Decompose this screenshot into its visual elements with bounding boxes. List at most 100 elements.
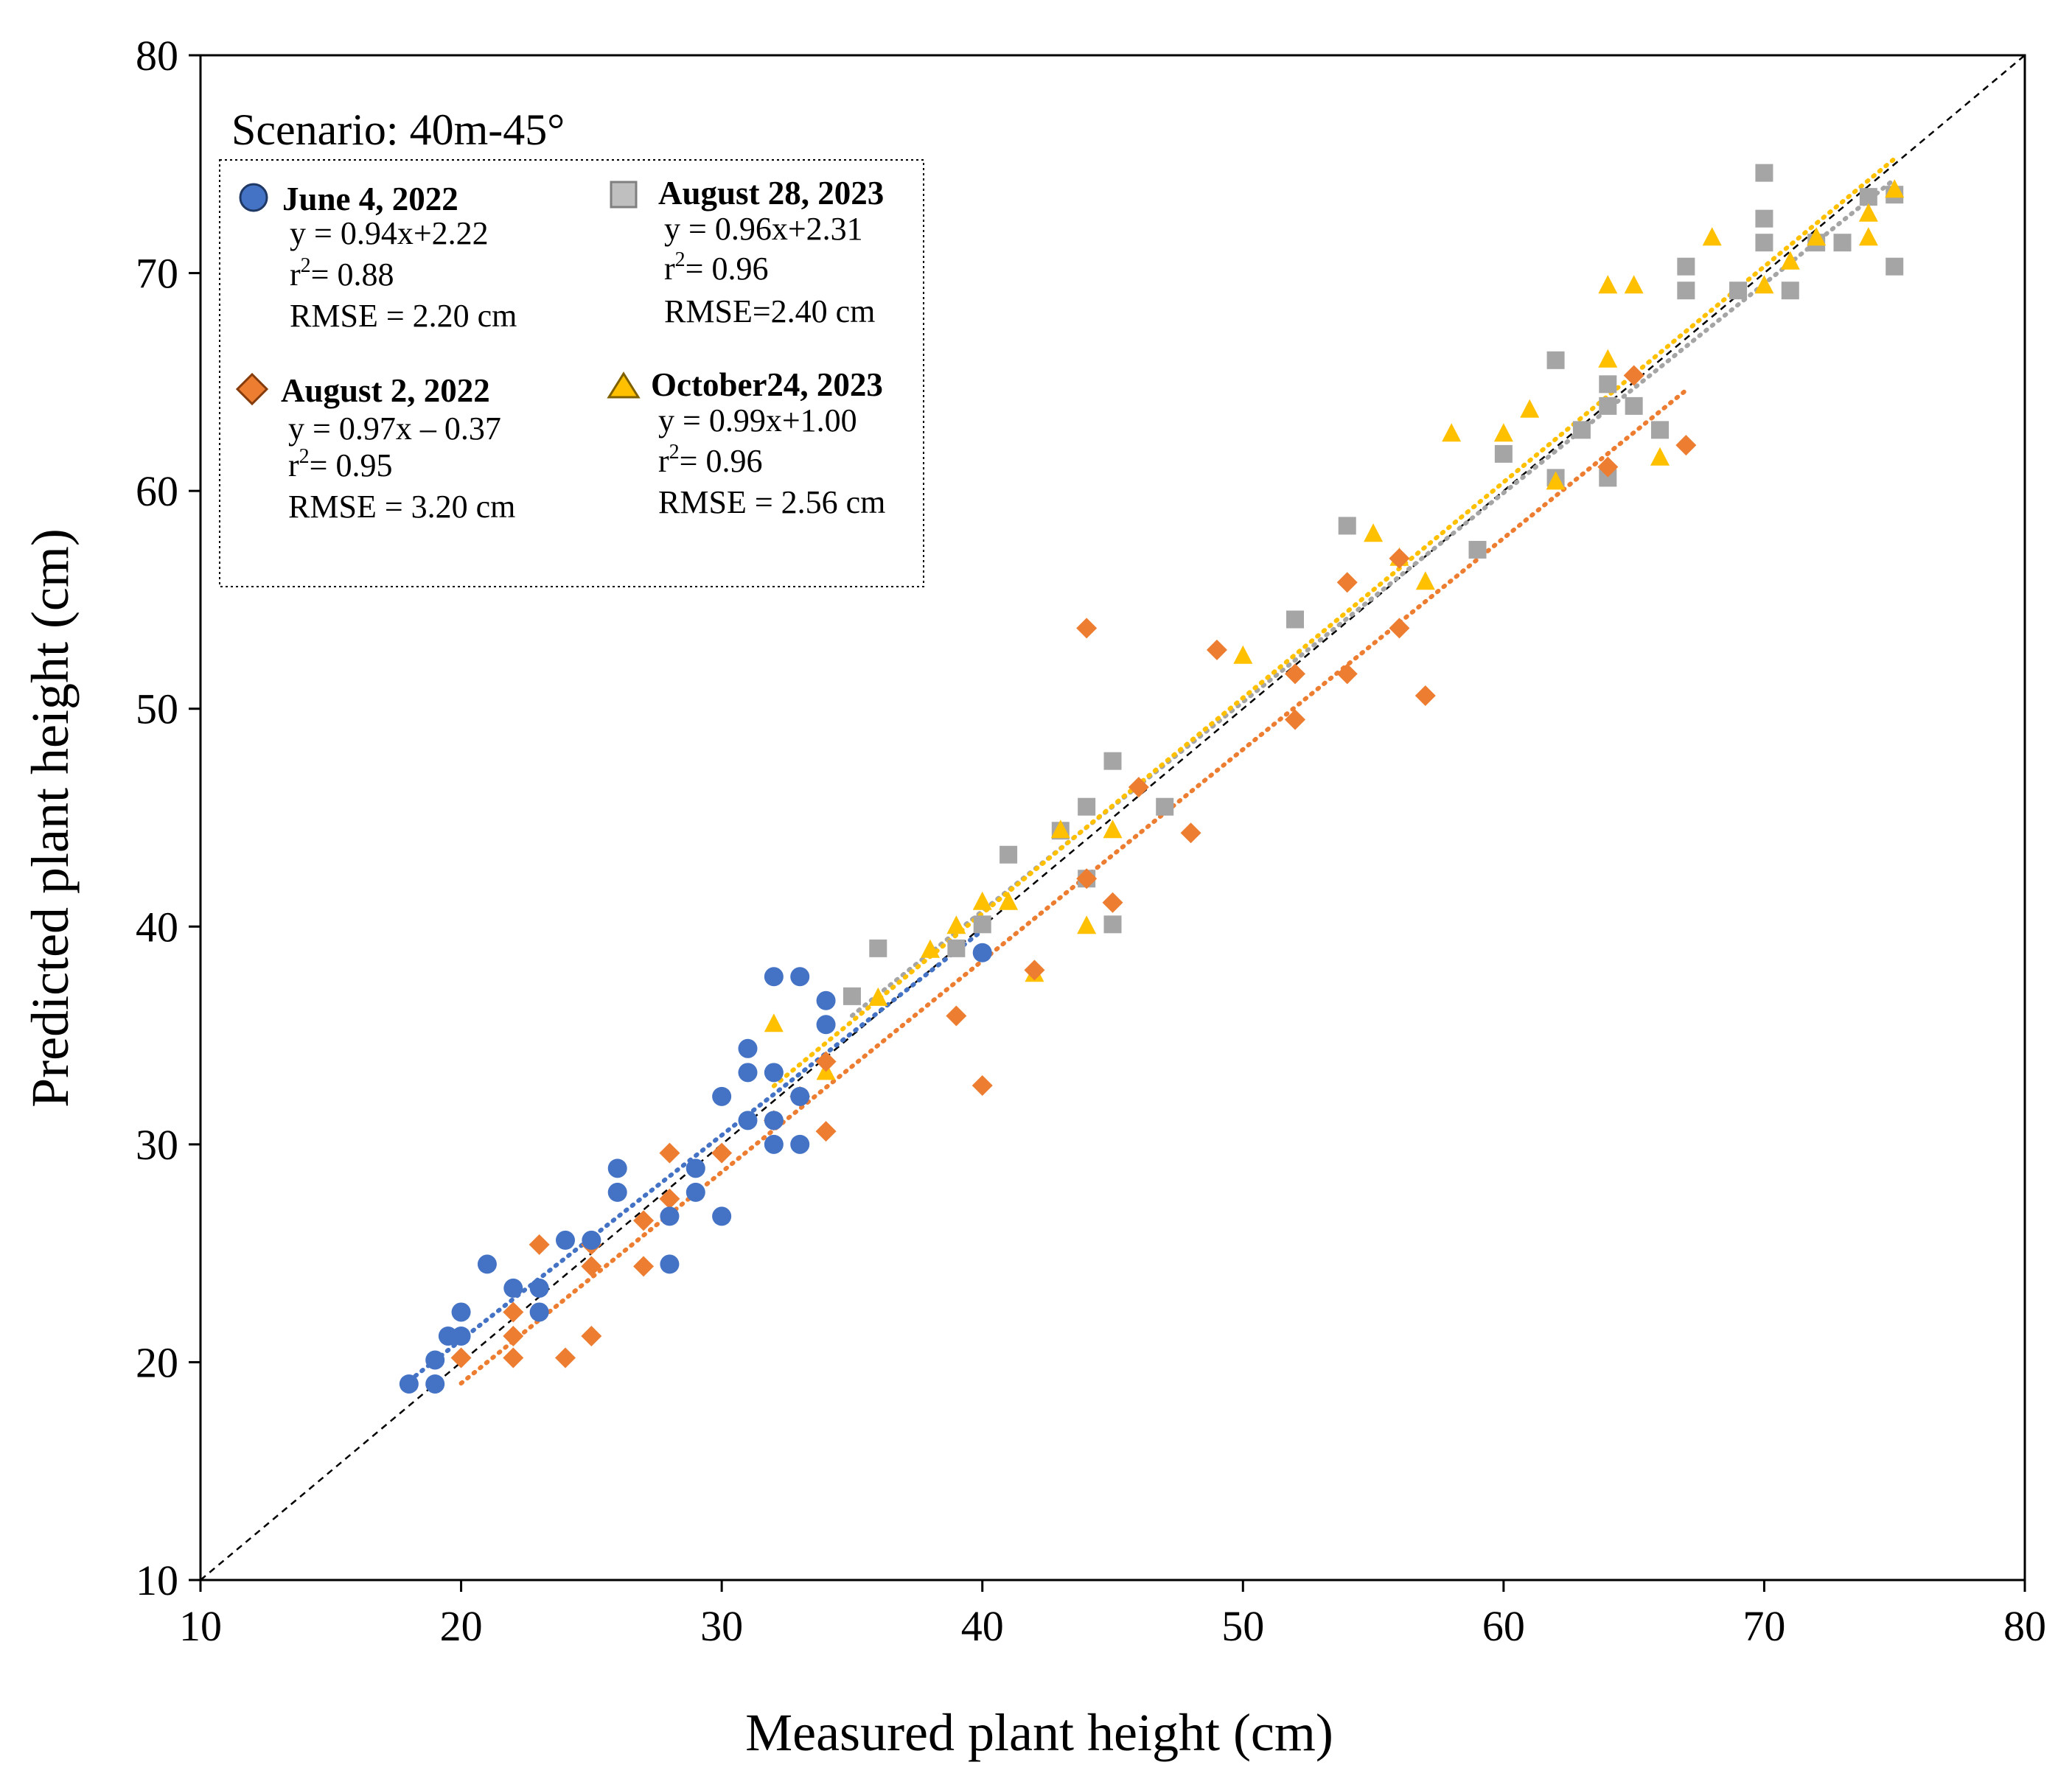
data-point xyxy=(790,1134,810,1154)
x-axis: 10 20 30 40 50 60 70 80 xyxy=(179,1580,2046,1650)
data-point xyxy=(1000,845,1018,864)
data-point xyxy=(1599,396,1617,415)
x-tick-label: 10 xyxy=(179,1602,222,1650)
data-point xyxy=(633,1256,655,1277)
data-point xyxy=(764,1111,784,1130)
data-point xyxy=(659,1142,680,1164)
legend-rmse: RMSE=2.40 cm xyxy=(664,293,875,329)
legend-entry-august-2-2022: August 2, 2022 y = 0.97x – 0.37 r2= 0.95… xyxy=(235,372,515,525)
data-point xyxy=(869,939,887,957)
data-point xyxy=(1285,709,1305,730)
data-point xyxy=(790,1086,810,1106)
legend-r2-label: r xyxy=(658,443,669,479)
y-axis: 10 20 30 40 50 60 70 80 xyxy=(136,32,200,1604)
data-point xyxy=(999,891,1019,910)
data-point xyxy=(425,1374,445,1394)
data-point xyxy=(738,1063,758,1083)
legend-rmse: RMSE = 2.20 cm xyxy=(290,298,517,334)
data-point xyxy=(686,1158,705,1178)
data-point xyxy=(1755,209,1773,228)
data-point xyxy=(1494,444,1513,463)
data-point xyxy=(1415,571,1435,590)
y-axis-label: Predicted plant height (cm) xyxy=(21,528,80,1108)
legend-rmse: RMSE = 3.20 cm xyxy=(288,489,515,525)
data-point xyxy=(1781,282,1799,300)
legend-entry-august-28-2023: August 28, 2023 y = 0.96x+2.31 r2= 0.96 … xyxy=(610,175,884,329)
data-point xyxy=(946,915,966,934)
data-point xyxy=(738,1038,758,1058)
x-tick-label: 60 xyxy=(1482,1602,1525,1650)
data-point xyxy=(764,1013,784,1032)
data-point xyxy=(529,1234,550,1255)
legend-r2: r2= 0.96 xyxy=(664,248,768,287)
legend-entry-june-4-2022: June 4, 2022 y = 0.94x+2.22 r2= 0.88 RMS… xyxy=(239,181,517,334)
data-point xyxy=(1780,251,1800,270)
data-point xyxy=(1754,275,1774,294)
data-point xyxy=(946,1005,967,1027)
legend-r2-value: = 0.95 xyxy=(310,447,393,483)
legend-equation: y = 0.94x+2.22 xyxy=(290,215,489,251)
data-point xyxy=(451,1302,471,1322)
x-tick-label: 70 xyxy=(1743,1602,1785,1650)
data-point xyxy=(451,1326,471,1346)
data-point xyxy=(947,939,966,957)
legend-square-marker xyxy=(610,181,638,209)
data-points xyxy=(399,164,1905,1394)
data-point xyxy=(529,1302,549,1322)
data-point xyxy=(1050,819,1070,839)
legend-series-name: August 2, 2022 xyxy=(281,372,490,409)
x-tick-label: 20 xyxy=(440,1602,483,1650)
data-point xyxy=(581,1325,602,1346)
data-point xyxy=(1077,915,1097,934)
data-point xyxy=(1338,517,1356,535)
data-point xyxy=(921,939,940,958)
data-point xyxy=(1755,234,1773,252)
data-point xyxy=(1859,188,1877,206)
data-point xyxy=(1858,227,1878,246)
data-point xyxy=(529,1278,549,1298)
data-point xyxy=(1572,421,1591,439)
data-point xyxy=(503,1347,524,1369)
data-point xyxy=(1103,915,1122,934)
y-tick-label: 20 xyxy=(136,1338,178,1386)
data-point xyxy=(712,1086,732,1106)
x-tick-label: 30 xyxy=(700,1602,743,1650)
data-point xyxy=(1364,523,1384,542)
data-point xyxy=(1546,351,1565,369)
data-point xyxy=(1807,227,1827,246)
data-point xyxy=(1389,618,1410,639)
reference-line-group xyxy=(200,55,2026,1581)
trendline xyxy=(849,177,1897,1018)
y-tick-label: 70 xyxy=(136,250,178,298)
data-point xyxy=(581,1256,602,1277)
data-point xyxy=(1336,663,1358,685)
data-point xyxy=(764,967,784,987)
data-point xyxy=(450,1347,472,1369)
data-point xyxy=(1078,797,1096,816)
data-point xyxy=(1651,421,1669,439)
legend-r2-superscript: 2 xyxy=(299,445,310,468)
legend-r2-label: r xyxy=(664,251,675,287)
legend-entry-october-24-2023: October24, 2023 y = 0.99x+1.00 r2= 0.96 … xyxy=(607,366,885,520)
data-point xyxy=(816,1015,836,1035)
data-point xyxy=(660,1254,680,1274)
x-axis-label: Measured plant height (cm) xyxy=(745,1703,1333,1762)
x-tick-label: 40 xyxy=(961,1602,1004,1650)
data-point xyxy=(1102,892,1123,913)
data-point xyxy=(1468,540,1487,559)
data-point xyxy=(815,1121,837,1142)
scenario-label: Scenario: 40m-45° xyxy=(231,105,565,154)
data-point xyxy=(1206,639,1227,660)
data-point xyxy=(607,1182,627,1202)
legend-triangle-marker xyxy=(607,371,641,399)
data-point xyxy=(843,987,861,1005)
data-point xyxy=(1520,399,1540,418)
data-point xyxy=(1389,548,1410,569)
data-point xyxy=(738,1111,758,1130)
data-point xyxy=(555,1347,576,1369)
data-point xyxy=(1833,234,1852,252)
data-point xyxy=(972,891,992,910)
data-point xyxy=(712,1206,732,1226)
legend-r2-value: = 0.96 xyxy=(686,251,769,287)
data-point xyxy=(1442,423,1462,442)
